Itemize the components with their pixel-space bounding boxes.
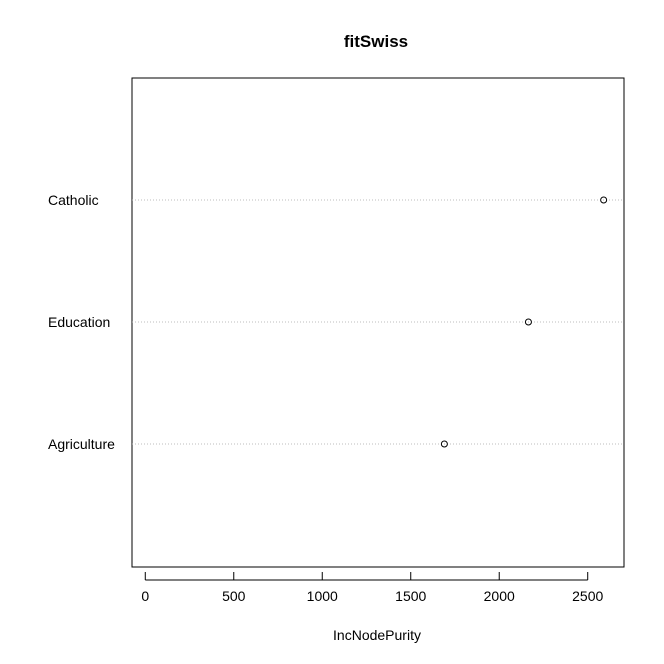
x-axis-label: IncNodePurity <box>333 627 421 643</box>
category-labels: Catholic Education Agriculture <box>48 192 115 452</box>
x-tick-label: 0 <box>141 588 149 604</box>
x-tick-label: 500 <box>222 588 246 604</box>
data-point <box>440 440 448 448</box>
category-label: Agriculture <box>48 436 115 452</box>
category-label: Education <box>48 314 110 330</box>
x-tick-label: 2000 <box>484 588 515 604</box>
x-axis: 0 500 1000 1500 2000 2500 <box>141 572 603 604</box>
data-point <box>600 196 608 204</box>
x-tick-label: 2500 <box>572 588 603 604</box>
category-label: Catholic <box>48 192 99 208</box>
data-points <box>440 196 608 448</box>
data-point <box>524 318 532 326</box>
chart-title: fitSwiss <box>344 32 408 51</box>
x-tick-label: 1500 <box>395 588 426 604</box>
x-tick-label: 1000 <box>307 588 338 604</box>
guide-lines <box>132 199 624 445</box>
